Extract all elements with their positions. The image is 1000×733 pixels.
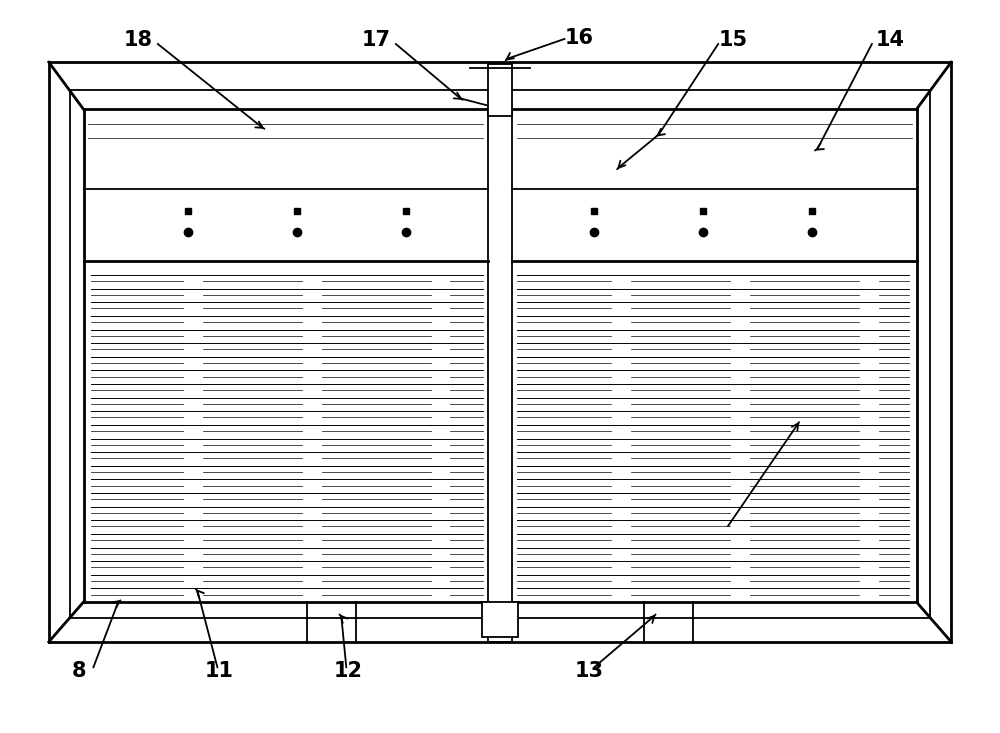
Text: 18: 18: [124, 30, 153, 51]
Bar: [488, 65, 512, 117]
Text: 11: 11: [205, 661, 234, 681]
Text: 15: 15: [718, 30, 748, 51]
Text: 8: 8: [71, 661, 86, 681]
Bar: [482, 602, 518, 637]
Text: 14: 14: [875, 30, 904, 51]
Text: 17: 17: [362, 30, 391, 51]
Text: 12: 12: [334, 661, 363, 681]
Text: 13: 13: [575, 661, 604, 681]
Text: 16: 16: [565, 28, 594, 48]
